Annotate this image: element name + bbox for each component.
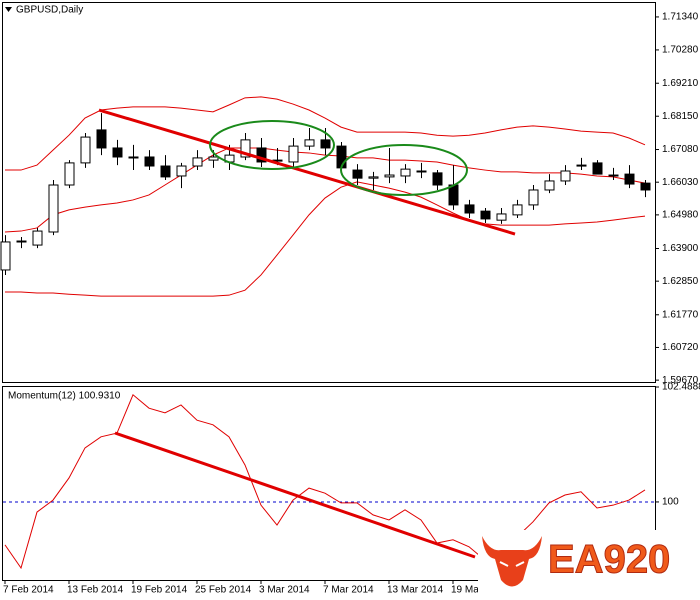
candle-body	[400, 168, 411, 177]
y-tick-label: 1.64980	[662, 210, 699, 221]
logo-bull	[482, 536, 542, 587]
band-lower	[5, 181, 646, 297]
candle-body	[352, 169, 363, 179]
watermark: EA920	[548, 538, 670, 582]
candle-body	[464, 204, 475, 214]
x-tick-label: 3 Mar 2014	[259, 585, 310, 596]
candle-body	[112, 147, 123, 158]
candle-body	[480, 210, 491, 220]
candle-body	[176, 165, 187, 177]
candle-body	[640, 182, 651, 191]
band-upper	[5, 96, 646, 171]
candle-body	[128, 156, 139, 159]
candle-body	[528, 189, 539, 206]
candle-body	[80, 136, 91, 164]
candle-body	[432, 172, 443, 186]
candle-body	[96, 129, 107, 149]
candle-body	[368, 176, 379, 179]
candle-body	[288, 145, 299, 163]
y-tick-label: 1.67080	[662, 144, 699, 155]
y-tick-label: 1.60720	[662, 342, 699, 353]
candle-body	[576, 164, 587, 167]
annotations	[98, 108, 516, 559]
y-tick-label: 1.63900	[662, 243, 699, 254]
x-tick-label: 13 Feb 2014	[67, 585, 124, 596]
momentum-line	[4, 393, 646, 570]
candle-body	[384, 174, 395, 178]
candle-body	[192, 157, 203, 167]
candle-body	[64, 162, 75, 186]
candle-body	[208, 156, 219, 161]
candle-body	[592, 162, 603, 175]
x-tick-label: 7 Mar 2014	[323, 585, 374, 596]
logo-bull-eyes	[499, 561, 525, 567]
y-tick-label: 1.71340	[662, 12, 699, 23]
candle-body	[512, 204, 523, 216]
price-pane-frame	[2, 2, 656, 383]
candle-body	[240, 139, 251, 158]
x-tick-label: 13 Mar 2014	[387, 585, 444, 596]
logo: EA920	[478, 530, 688, 596]
y-tick-label: 100	[662, 497, 679, 508]
highlight-ellipse	[209, 120, 335, 170]
momentum-title: Momentum(12) 100.9310	[8, 391, 121, 402]
y-tick-label: 1.68150	[662, 111, 699, 122]
plot: 1.71340 1.70280 1.69210 1.68150 1.67080 1.660…	[0, 12, 700, 596]
candle-body	[416, 170, 427, 173]
momentum-trend-line	[114, 431, 476, 559]
y-tick-label: 1.70280	[662, 45, 699, 56]
candle-body	[624, 173, 635, 185]
y-tick-label: 102.4888	[662, 382, 700, 393]
candle-body	[160, 165, 171, 178]
x-tick-label: 7 Feb 2014	[3, 585, 54, 596]
chart-title: GBPUSD,Daily	[16, 5, 83, 16]
highlight-ellipse	[340, 144, 468, 196]
y-tick-label: 1.66030	[662, 177, 699, 188]
candle-body	[48, 184, 59, 233]
candle-body	[32, 230, 43, 246]
y-tick-label: 1.61770	[662, 309, 699, 320]
x-tick-label: 25 Feb 2014	[195, 585, 252, 596]
momentum-pane-frame	[2, 386, 656, 581]
candle-body	[544, 180, 555, 191]
candle-body	[608, 174, 619, 177]
candle-body	[304, 139, 315, 147]
y-tick-label: 1.69210	[662, 78, 699, 89]
trend-line	[98, 108, 516, 236]
candle-body	[144, 156, 155, 167]
candle-body	[16, 240, 27, 243]
x-tick-label: 19 Ma	[451, 585, 479, 596]
candle-body	[496, 213, 507, 221]
candle-body	[560, 170, 571, 182]
menu-triangle	[5, 7, 12, 12]
y-tick-label: 1.62850	[662, 276, 699, 287]
x-tick-label: 19 Feb 2014	[131, 585, 188, 596]
y-tick-label: 1.59670	[662, 375, 699, 386]
candle-body	[320, 139, 331, 149]
candle-body	[256, 147, 267, 163]
candle-body	[0, 241, 11, 271]
